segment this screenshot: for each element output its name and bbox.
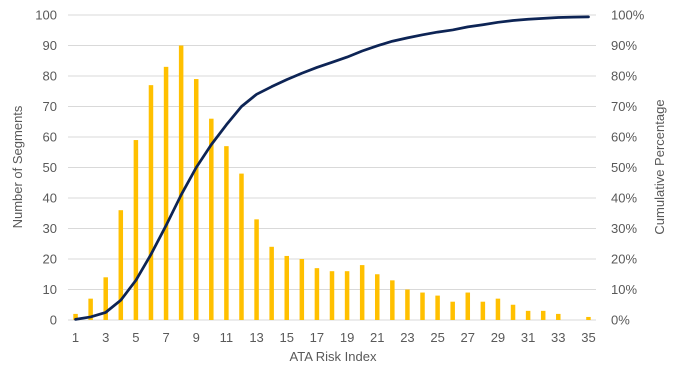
y2-tick-label: 80% — [611, 69, 637, 84]
y2-tick-label: 60% — [611, 130, 637, 145]
bar — [254, 219, 259, 320]
y2-tick-label: 10% — [611, 282, 637, 297]
y-tick-label: 100 — [35, 8, 57, 23]
x-tick-label: 35 — [581, 330, 595, 345]
y-tick-label: 30 — [43, 221, 57, 236]
x-tick-label: 27 — [461, 330, 475, 345]
x-tick-label: 15 — [280, 330, 294, 345]
x-tick-label: 19 — [340, 330, 354, 345]
y2-tick-label: 70% — [611, 99, 637, 114]
bar — [118, 210, 124, 320]
gridlines — [68, 14, 596, 321]
x-tick-label: 29 — [491, 330, 505, 345]
bar — [103, 277, 108, 320]
left-axis-ticks: 0 10 20 30 40 50 60 70 80 90 100 — [35, 8, 57, 328]
y-tick-label: 60 — [43, 130, 57, 145]
x-tick-label: 5 — [132, 330, 139, 345]
bar — [269, 246, 274, 320]
bar — [133, 140, 139, 320]
bar — [420, 292, 425, 320]
x-tick-label: 11 — [220, 330, 234, 345]
bar — [435, 295, 440, 320]
y-tick-label: 50 — [43, 160, 57, 175]
y2-tick-label: 50% — [611, 160, 637, 175]
y-tick-label: 90 — [43, 38, 57, 53]
bar — [209, 118, 214, 320]
bar — [148, 85, 154, 321]
bar — [375, 274, 380, 320]
bar — [193, 79, 199, 320]
x-tick-label: 31 — [521, 330, 535, 345]
cumulative-line — [74, 15, 590, 321]
bar — [284, 255, 289, 320]
bar — [359, 265, 365, 320]
x-tick-label: 17 — [310, 330, 324, 345]
x-tick-label: 1 — [72, 330, 79, 345]
x-tick-label: 3 — [102, 330, 109, 345]
bar — [495, 298, 501, 320]
y-tick-label: 40 — [43, 191, 57, 206]
bar — [405, 289, 410, 320]
x-tick-label: 9 — [193, 330, 200, 345]
x-tick-label: 7 — [162, 330, 169, 345]
bar — [73, 313, 78, 320]
bar — [556, 313, 561, 320]
bar — [344, 271, 350, 320]
bar — [540, 310, 546, 320]
x-tick-label: 13 — [249, 330, 263, 345]
y-tick-label: 80 — [43, 69, 57, 84]
y2-axis-title: Cumulative Percentage — [652, 99, 667, 234]
x-tick-label: 23 — [400, 330, 414, 345]
x-tick-label: 21 — [370, 330, 384, 345]
bar — [465, 292, 471, 320]
x-axis-title: ATA Risk Index — [290, 349, 377, 364]
y-axis-title: Number of Segments — [10, 105, 25, 228]
bar — [314, 268, 320, 320]
x-axis-ticks: 1 3 5 7 9 11 13 15 17 19 21 23 25 27 29 31 33 35 — [72, 330, 596, 345]
y-tick-label: 10 — [43, 282, 57, 297]
bar — [178, 45, 184, 320]
bar — [480, 301, 486, 320]
y2-tick-label: 90% — [611, 38, 637, 53]
y2-tick-label: 30% — [611, 221, 637, 236]
y2-tick-label: 40% — [611, 191, 637, 206]
bar — [390, 280, 395, 320]
bar — [586, 316, 591, 320]
x-tick-label: 33 — [551, 330, 565, 345]
bar — [299, 259, 305, 320]
y2-tick-label: 20% — [611, 252, 637, 267]
bar — [163, 66, 169, 320]
bar — [224, 146, 229, 320]
x-tick-label: 25 — [430, 330, 444, 345]
bar — [329, 271, 335, 320]
bar — [450, 301, 455, 320]
bar — [239, 173, 244, 320]
y2-tick-label: 0% — [611, 313, 630, 328]
y-tick-label: 0 — [50, 313, 57, 328]
y-tick-label: 70 — [43, 99, 57, 114]
y2-tick-label: 100% — [611, 8, 645, 23]
bar-series — [73, 45, 591, 321]
right-axis-ticks: 0% 10% 20% 30% 40% 50% 60% 70% 80% 90% 100% — [611, 8, 645, 328]
bar — [525, 310, 531, 320]
cumulative-line-series — [74, 15, 590, 321]
bar — [510, 304, 516, 320]
y-tick-label: 20 — [43, 252, 57, 267]
bar — [88, 298, 93, 320]
